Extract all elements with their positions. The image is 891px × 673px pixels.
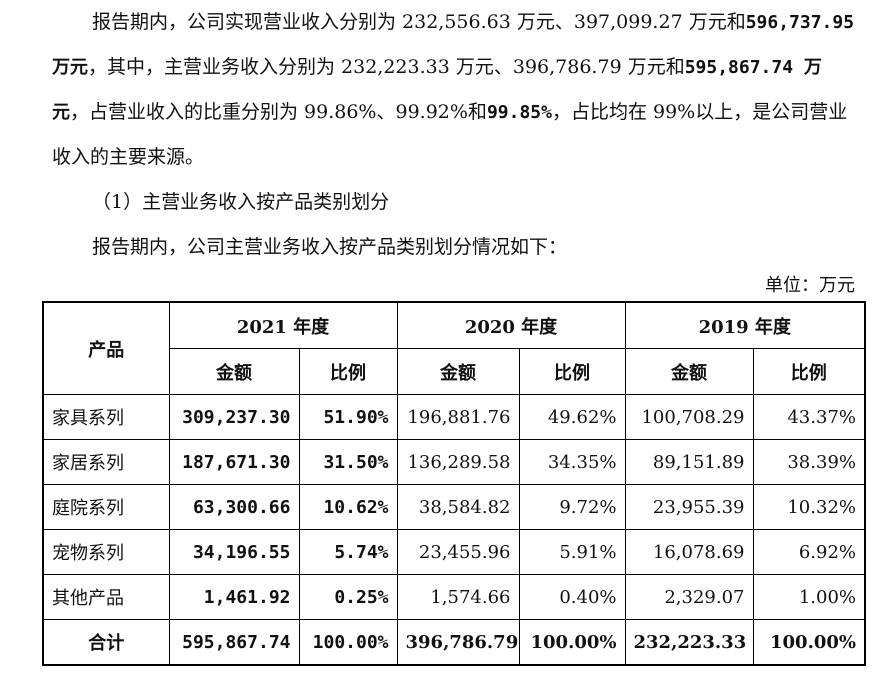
amount-cell: 38,584.82: [396, 484, 520, 530]
ratio-cell: 10.62%: [298, 484, 398, 530]
table-row: 家具系列 309,237.30 51.90% 196,881.76 49.62%…: [42, 394, 866, 440]
product-name: 庭院系列: [42, 484, 170, 530]
total-amount-cell: 396,786.79: [396, 619, 520, 666]
product-header: 产品: [42, 301, 170, 395]
amount-cell: 187,671.30: [168, 439, 300, 485]
total-row: 合计 595,867.74 100.00% 396,786.79 100.00%…: [42, 619, 866, 666]
ratio-cell: 0.25%: [298, 574, 398, 620]
amount-cell: 63,300.66: [168, 484, 300, 530]
table-row: 家居系列 187,671.30 31.50% 136,289.58 34.35%…: [42, 439, 866, 485]
ratio-header: 比例: [518, 348, 626, 395]
amount-cell: 2,329.07: [624, 574, 754, 620]
unit-label: 单位：万元: [765, 275, 855, 296]
paragraph-bold-value: 596,737.95 万元: [52, 12, 855, 78]
product-name: 宠物系列: [42, 529, 170, 575]
total-amount-cell: 232,223.33: [624, 619, 754, 666]
amount-cell: 1,574.66: [396, 574, 520, 620]
ratio-header: 比例: [298, 348, 398, 395]
amount-header: 金额: [168, 348, 300, 395]
amount-cell: 23,955.39: [624, 484, 754, 530]
ratio-cell: 6.92%: [752, 529, 866, 575]
ratio-cell: 0.40%: [518, 574, 626, 620]
total-ratio-cell: 100.00%: [752, 619, 866, 666]
ratio-cell: 31.50%: [298, 439, 398, 485]
ratio-header: 比例: [752, 348, 866, 395]
section-heading: （1）主营业务收入按产品类别划分: [92, 191, 390, 213]
table-row: 其他产品 1,461.92 0.25% 1,574.66 0.40% 2,329…: [42, 574, 866, 620]
ratio-cell: 38.39%: [752, 439, 866, 485]
ratio-cell: 34.35%: [518, 439, 626, 485]
year-header-2020: 2020 年度: [396, 301, 626, 349]
ratio-cell: 51.90%: [298, 394, 398, 440]
amount-cell: 89,151.89: [624, 439, 754, 485]
paragraph-bold-value: 595,867.74 万元: [52, 57, 822, 123]
amount-cell: 23,455.96: [396, 529, 520, 575]
year-header-2019: 2019 年度: [624, 301, 866, 349]
paragraph-text: ，其中，主营业务收入分别为 232,223.33 万元、396,786.79 万…: [88, 56, 685, 78]
total-amount-cell: 595,867.74: [168, 619, 300, 666]
table-row: 庭院系列 63,300.66 10.62% 38,584.82 9.72% 23…: [42, 484, 866, 530]
product-name: 家具系列: [42, 394, 170, 440]
table-row: 宠物系列 34,196.55 5.74% 23,455.96 5.91% 16,…: [42, 529, 866, 575]
amount-cell: 1,461.92: [168, 574, 300, 620]
paragraph-text: ，占营业收入的比重分别为 99.86%、99.92%和: [70, 101, 487, 123]
product-name: 其他产品: [42, 574, 170, 620]
amount-cell: 16,078.69: [624, 529, 754, 575]
ratio-cell: 43.37%: [752, 394, 866, 440]
ratio-cell: 5.91%: [518, 529, 626, 575]
product-name: 家居系列: [42, 439, 170, 485]
revenue-paragraph: 报告期内，公司实现营业收入分别为 232,556.63 万元、397,099.2…: [52, 0, 858, 180]
paragraph-text: 报告期内，公司实现营业收入分别为 232,556.63 万元、397,099.2…: [92, 11, 746, 33]
ratio-cell: 1.00%: [752, 574, 866, 620]
amount-header: 金额: [396, 348, 520, 395]
ratio-cell: 10.32%: [752, 484, 866, 530]
ratio-cell: 5.74%: [298, 529, 398, 575]
amount-cell: 34,196.55: [168, 529, 300, 575]
paragraph-text: ，占比均在 99%以上，是公司营业收入的主要来源。: [52, 101, 848, 168]
total-ratio-cell: 100.00%: [518, 619, 626, 666]
revenue-table: 产品 2021 年度 2020 年度 2019 年度 金额 比例 金额 比例 金…: [42, 301, 866, 666]
amount-cell: 196,881.76: [396, 394, 520, 440]
total-label: 合计: [42, 619, 170, 666]
total-ratio-cell: 100.00%: [298, 619, 398, 666]
amount-cell: 309,237.30: [168, 394, 300, 440]
ratio-cell: 9.72%: [518, 484, 626, 530]
paragraph-bold-value: 99.85%: [486, 102, 552, 123]
table-intro: 报告期内，公司主营业务收入按产品类别划分情况如下：: [92, 236, 568, 258]
table-header-row: 产品 2021 年度 2020 年度 2019 年度: [42, 301, 866, 395]
amount-cell: 100,708.29: [624, 394, 754, 440]
ratio-cell: 49.62%: [518, 394, 626, 440]
amount-header: 金额: [624, 348, 754, 395]
amount-cell: 136,289.58: [396, 439, 520, 485]
year-header-2021: 2021 年度: [168, 301, 398, 349]
